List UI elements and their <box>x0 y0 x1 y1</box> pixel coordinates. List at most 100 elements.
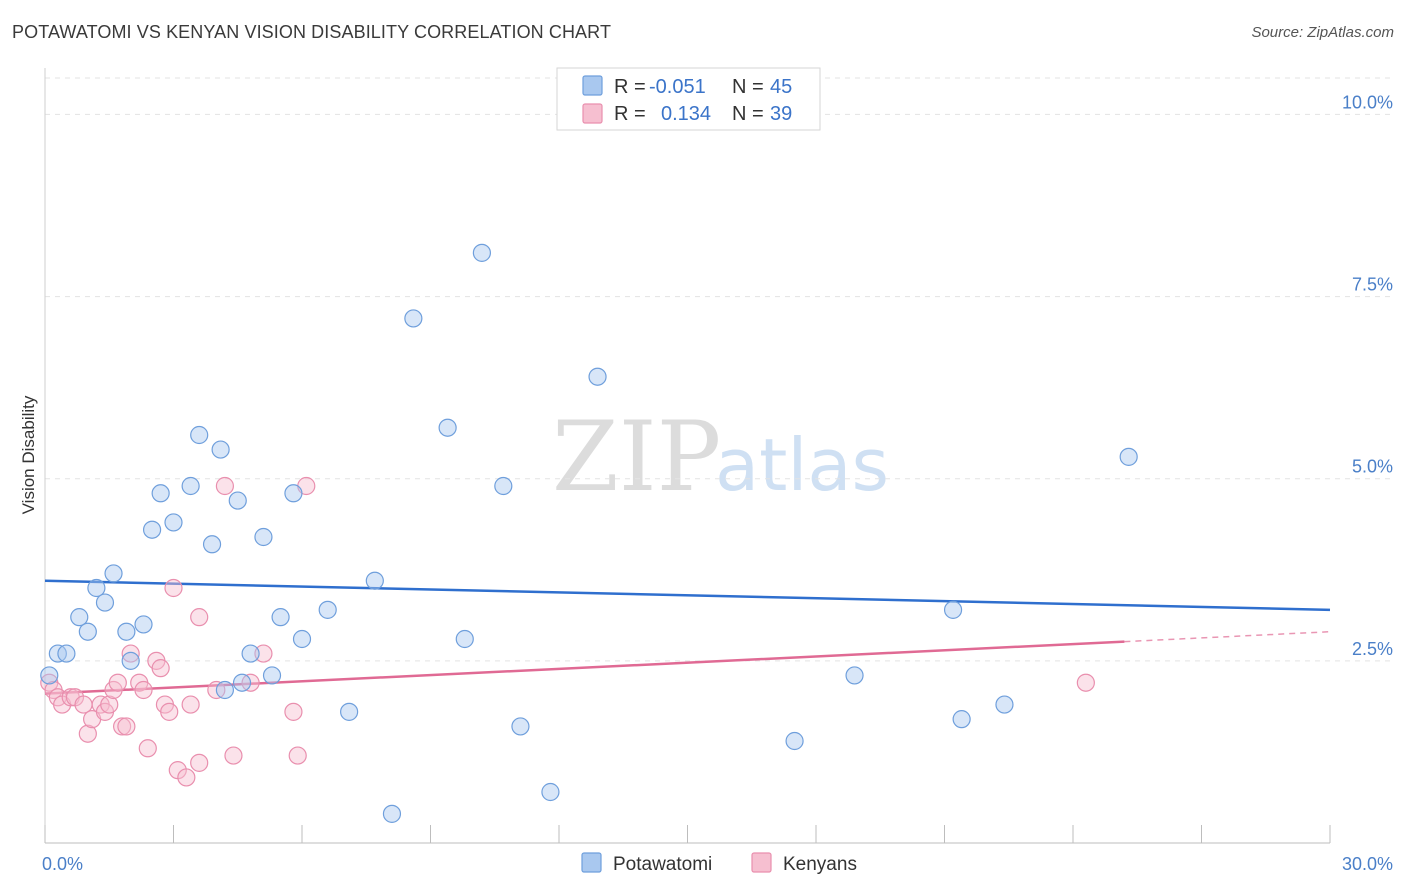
point-kenyans-13 <box>108 673 127 692</box>
point-potawatomi-41 <box>943 600 963 619</box>
point-potawatomi-38 <box>588 367 607 386</box>
series-kenyans <box>40 476 1095 787</box>
point-potawatomi-33 <box>455 629 474 649</box>
point-kenyans-32 <box>224 746 243 765</box>
trend-line-potawatomi <box>44 579 1331 612</box>
y-tick-label-0: 2.5% <box>1352 639 1393 659</box>
point-potawatomi-26 <box>292 629 312 649</box>
point-potawatomi-24 <box>271 608 290 627</box>
point-potawatomi-0 <box>40 666 59 685</box>
point-potawatomi-21 <box>241 644 260 663</box>
legend-n-label-1: N = <box>732 76 764 98</box>
legend-swatch-potawatomi <box>582 75 603 96</box>
point-potawatomi-5 <box>87 578 106 598</box>
point-potawatomi-13 <box>164 513 183 532</box>
series-potawatomi <box>40 243 1138 823</box>
point-potawatomi-23 <box>262 666 282 685</box>
point-potawatomi-19 <box>228 491 247 510</box>
correlation-legend: R = -0.051 N = 45 R = 0.134 N = 39 <box>556 67 821 131</box>
point-potawatomi-22 <box>254 527 273 547</box>
point-potawatomi-28 <box>340 702 359 721</box>
watermark-zip: ZIP <box>552 401 721 513</box>
point-potawatomi-12 <box>151 484 170 503</box>
legend-swatch-kenyans <box>582 103 603 124</box>
legend-n-value-1: 45 <box>770 76 792 98</box>
point-kenyans-31 <box>215 476 234 496</box>
trend-lines <box>44 579 1331 695</box>
legend-r-value-1: -0.051 <box>649 76 706 98</box>
point-kenyans-26 <box>177 768 196 787</box>
y-tick-label-1: 5.0% <box>1352 457 1393 477</box>
watermark-atlas: atlas <box>715 423 889 507</box>
point-potawatomi-9 <box>121 651 140 670</box>
point-potawatomi-34 <box>472 243 491 262</box>
point-kenyans-19 <box>138 739 157 758</box>
x-tick-label-min: 0.0% <box>42 854 83 874</box>
legend-r-label-1: R = <box>614 76 646 98</box>
bottom-legend-potawatomi: Potawatomi <box>613 854 712 875</box>
point-potawatomi-16 <box>202 535 222 554</box>
point-potawatomi-20 <box>232 673 252 692</box>
point-potawatomi-31 <box>404 309 423 328</box>
point-potawatomi-37 <box>541 782 560 802</box>
x-ticks <box>44 825 1331 843</box>
point-potawatomi-8 <box>117 622 136 641</box>
point-potawatomi-14 <box>181 476 200 496</box>
point-kenyans-36 <box>288 746 307 765</box>
point-potawatomi-44 <box>1119 447 1138 466</box>
point-potawatomi-15 <box>190 425 209 445</box>
y-tick-label-3: 10.0% <box>1342 92 1393 112</box>
point-potawatomi-10 <box>134 615 153 634</box>
point-kenyans-28 <box>190 608 209 627</box>
point-potawatomi-11 <box>142 520 162 539</box>
y-ticks: 2.5% 5.0% 7.5% 10.0% <box>1342 92 1393 658</box>
point-potawatomi-2 <box>57 644 76 663</box>
point-potawatomi-7 <box>104 564 123 583</box>
point-potawatomi-6 <box>95 593 115 612</box>
point-kenyans-24 <box>164 578 183 598</box>
trend-line-kenyans-extension <box>1124 630 1331 643</box>
point-kenyans-34 <box>254 644 273 663</box>
legend-n-label-2: N = <box>732 103 764 125</box>
point-kenyans-38 <box>1076 673 1095 692</box>
legend-r-value-2: 0.134 <box>661 103 711 125</box>
point-potawatomi-4 <box>78 622 97 641</box>
trend-line-kenyans <box>44 640 1125 695</box>
point-potawatomi-35 <box>494 476 513 496</box>
point-kenyans-16 <box>121 644 140 663</box>
point-potawatomi-18 <box>215 680 234 700</box>
point-kenyans-7 <box>78 724 97 743</box>
point-potawatomi-40 <box>845 666 864 685</box>
bottom-legend-kenyans: Kenyans <box>783 854 857 875</box>
chart-title: POTAWATOMI VS KENYAN VISION DISABILITY C… <box>12 22 612 42</box>
point-kenyans-18 <box>134 680 153 700</box>
point-potawatomi-30 <box>382 804 402 823</box>
point-potawatomi-42 <box>952 710 971 729</box>
watermark: ZIP atlas <box>552 401 889 513</box>
point-kenyans-27 <box>181 695 200 714</box>
point-kenyans-29 <box>190 753 209 772</box>
point-kenyans-14 <box>112 717 132 736</box>
point-potawatomi-29 <box>365 571 384 590</box>
point-kenyans-21 <box>151 659 170 678</box>
point-kenyans-35 <box>284 702 303 721</box>
bottom-legend-swatch-kenyans <box>751 852 772 873</box>
source-label: Source: ZipAtlas.com <box>1251 24 1394 41</box>
x-tick-label-max: 30.0% <box>1342 854 1393 874</box>
point-kenyans-11 <box>100 695 119 714</box>
grid <box>45 77 1393 662</box>
series-legend: Potawatomi Kenyans <box>581 852 857 875</box>
point-potawatomi-27 <box>318 600 337 619</box>
legend-r-label-2: R = <box>614 103 646 125</box>
point-potawatomi-36 <box>511 717 530 736</box>
y-axis-label: Vision Disability <box>19 395 38 514</box>
point-potawatomi-25 <box>284 484 303 503</box>
point-potawatomi-17 <box>211 440 230 459</box>
point-kenyans-23 <box>160 702 179 721</box>
point-potawatomi-3 <box>70 608 89 627</box>
point-kenyans-15 <box>117 717 136 736</box>
bottom-legend-swatch-potawatomi <box>581 852 602 873</box>
point-potawatomi-39 <box>785 731 804 751</box>
point-potawatomi-32 <box>438 418 457 437</box>
